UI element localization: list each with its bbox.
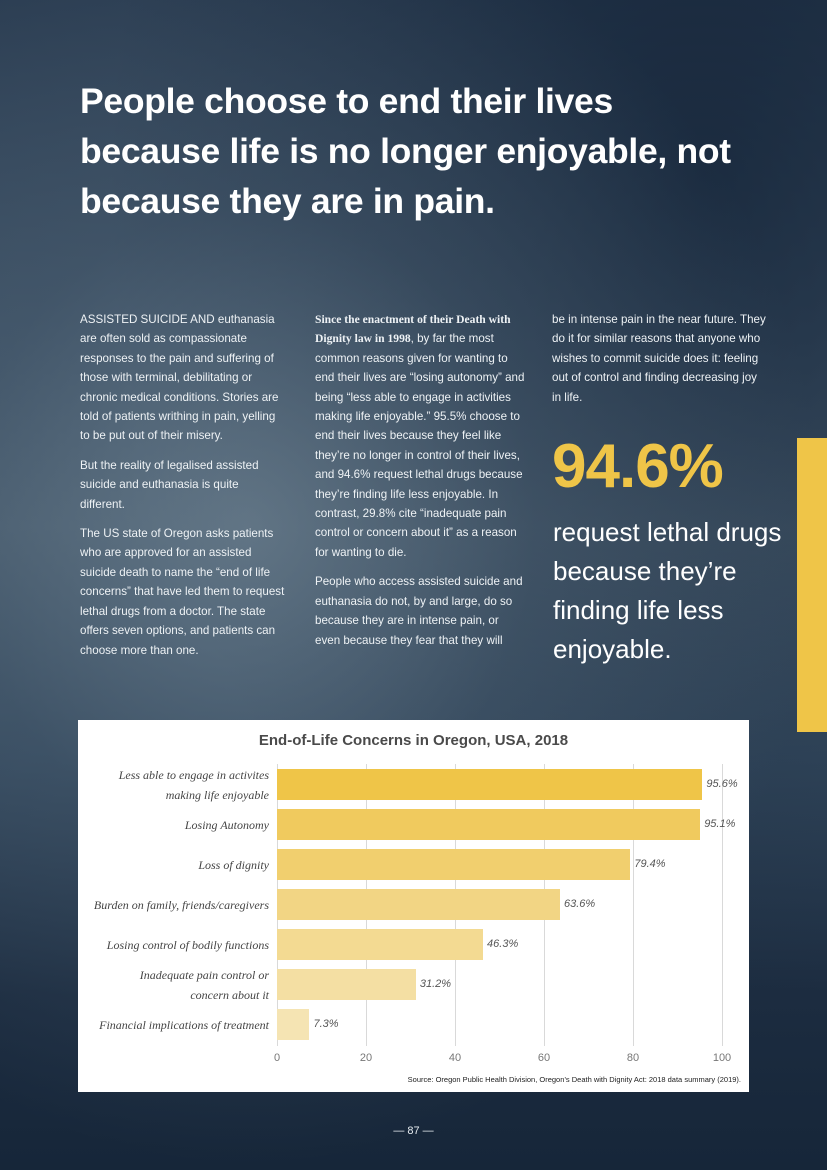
chart-bar [277, 769, 703, 800]
continuation-paragraph: be in intense pain in the near future. T… [552, 313, 766, 404]
callout-caption: request lethal drugs because they’re fin… [553, 517, 782, 664]
category-label: Losing Autonomy [184, 817, 269, 832]
bar-value-label: 95.1% [704, 818, 736, 830]
page-number: — 87 — [393, 1125, 434, 1137]
body-column-3: be in intense pain in the near future. T… [552, 310, 767, 417]
category-label: Less able to engage in activites making l… [118, 767, 269, 802]
x-tick-label: 40 [448, 1052, 462, 1064]
side-accent-tab [797, 438, 827, 732]
dignity-law-paragraph: Since the enactment of their Death with … [315, 310, 525, 562]
reality-paragraph: But the reality of legalised assisted su… [80, 458, 259, 511]
callout-stat: 94.6% [552, 432, 724, 501]
bar-value-label: 46.3% [487, 938, 519, 950]
x-tick-label: 20 [359, 1052, 373, 1064]
category-label: Inadequate pain control or concern about … [139, 967, 269, 1002]
grid-line [633, 764, 634, 1046]
chart-title: End-of-Life Concerns in Oregon, USA, 201… [258, 732, 569, 749]
bar-value-label: 7.3% [313, 1018, 339, 1030]
x-tick-label: 80 [626, 1052, 640, 1064]
bar-value-label: 95.6% [706, 778, 738, 790]
body-column-1: ASSISTED SUICIDE AND euthanasia are ofte… [80, 310, 285, 670]
category-label: Losing control of bodily functions [106, 937, 269, 952]
chart-bar [277, 929, 484, 960]
chart-bar [277, 849, 631, 880]
intro-paragraph: ASSISTED SUICIDE AND euthanasia are ofte… [80, 313, 279, 443]
bar-value-label: 79.4% [634, 858, 666, 870]
x-tick-label: 60 [537, 1052, 551, 1064]
access-paragraph: People who access assisted suicide and e… [315, 575, 523, 647]
chart-source: Source: Oregon Public Health Division, O… [407, 1075, 741, 1084]
bar-chart: End-of-Life Concerns in Oregon, USA, 201… [78, 720, 749, 1092]
chart-bar [277, 1009, 310, 1040]
dignity-law-text: , by far the most common reasons given f… [315, 332, 525, 559]
grid-line [722, 764, 723, 1046]
x-tick-label: 0 [273, 1052, 281, 1064]
bar-value-label: 31.2% [419, 978, 452, 990]
x-tick-label: 100 [712, 1052, 732, 1064]
category-label: Loss of dignity [198, 857, 269, 872]
chart-bar [277, 809, 701, 840]
oregon-paragraph: The US state of Oregon asks patients who… [80, 527, 285, 657]
lead-bold-text: Since the enactment of their Death with … [315, 313, 511, 346]
chart-bar [277, 969, 416, 1000]
category-label: Burden on family, friends/caregivers [93, 897, 269, 912]
bar-value-label: 63.6% [564, 898, 596, 910]
page-headline: People choose to end their lives because… [80, 81, 731, 221]
category-label: Financial implications of treatment [99, 1017, 269, 1032]
body-column-2: Since the enactment of their Death with … [315, 310, 525, 660]
chart-bar [277, 889, 561, 920]
